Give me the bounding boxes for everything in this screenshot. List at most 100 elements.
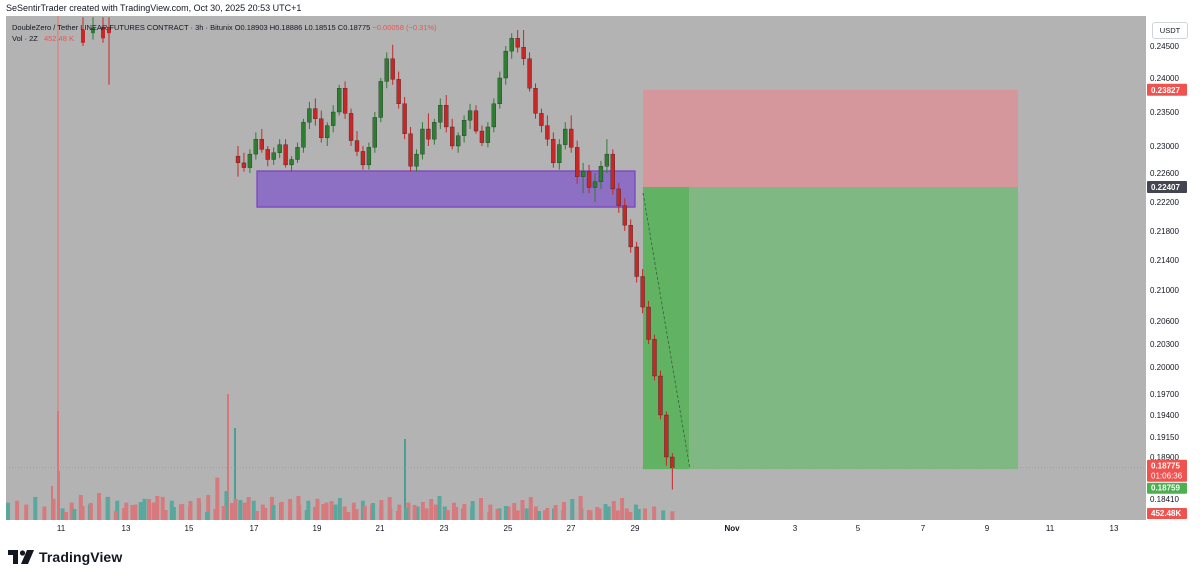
candle-body[interactable] [259,139,264,150]
candle-body[interactable] [539,113,544,126]
candle-body[interactable] [557,144,562,164]
candle-body[interactable] [295,147,300,160]
candle-body[interactable] [307,108,312,123]
price-scale[interactable]: 0.24500 0.24000 0.23500 0.23000 0.22600 0.222… [1146,16,1194,520]
candle-body[interactable] [426,128,431,140]
candle-body[interactable] [342,88,348,114]
candle-body[interactable] [545,125,550,140]
candle-body[interactable] [592,181,598,188]
candle-body[interactable] [569,128,574,148]
candle-body[interactable] [580,171,586,177]
candle-body[interactable] [366,147,372,166]
candle-body[interactable] [515,38,520,48]
candle-body[interactable] [634,246,639,277]
candle-body[interactable] [325,125,330,138]
volume-bar [271,505,276,520]
candle-body[interactable] [670,456,675,468]
candle-body[interactable] [604,153,610,167]
ohlc-low: L0.18515 [304,23,336,32]
candle-body[interactable] [283,144,288,166]
candlestick-chart[interactable] [6,16,1146,520]
candle-body[interactable] [450,126,455,147]
candle-body[interactable] [390,58,395,80]
chart-pane[interactable] [6,16,1146,520]
candle-body[interactable] [652,339,657,377]
candle-body[interactable] [408,133,413,167]
candle-body[interactable] [271,152,276,160]
candle-body[interactable] [551,139,556,164]
price-tick-label: 0.18410 [1150,495,1179,504]
candle-body[interactable] [640,276,645,308]
candle-body[interactable] [432,122,437,140]
candle-body[interactable] [485,126,491,143]
candle-body[interactable] [527,58,532,89]
candle-body[interactable] [396,79,401,104]
currency-button[interactable]: USDT [1152,22,1188,39]
target-price-badge: 0.18759 [1151,484,1180,493]
tradingview-logo[interactable]: TradingView [8,549,122,565]
volume-bar [333,504,338,520]
candle-body[interactable] [598,166,604,182]
candle-body[interactable] [360,151,366,166]
time-scale[interactable]: 11 13 15 17 19 21 23 25 27 29 Nov 3 5 7 9 11 13 [6,520,1194,536]
candle-body[interactable] [521,47,526,59]
candle-body[interactable] [420,128,425,155]
candle-body[interactable] [509,38,514,52]
volume-bar [51,498,56,520]
candle-body[interactable] [575,147,580,177]
candle-body[interactable] [610,153,615,190]
candle-body[interactable] [497,77,502,104]
candle-body[interactable] [646,306,651,340]
candle-body[interactable] [473,110,479,132]
candle-body[interactable] [319,118,324,138]
time-tick-label: 19 [313,524,322,533]
candle-body[interactable] [503,50,508,79]
volume-bar [80,506,85,520]
candle-body[interactable] [372,117,378,148]
candle-body[interactable] [461,120,467,136]
candle-body[interactable] [622,205,627,226]
candle-body[interactable] [384,58,389,82]
candle-body[interactable] [616,188,621,206]
stop-loss-zone[interactable] [643,89,1018,187]
candle-body[interactable] [289,159,294,166]
candle-body[interactable] [491,103,497,128]
candle-body[interactable] [563,128,568,145]
candle-body[interactable] [533,88,538,114]
symbol-title[interactable]: DoubleZero / Tether LINEAR FUTURES CONTR… [12,23,233,32]
time-axis[interactable]: 11 13 15 17 19 21 23 25 27 29 Nov 3 5 7 9 11 13 [6,520,1194,536]
price-axis[interactable]: 0.24500 0.24000 0.23500 0.23000 0.22600 0.222… [1146,16,1194,520]
candle-body[interactable] [265,149,270,160]
candle-body[interactable] [331,111,336,126]
volume-label[interactable]: Vol · 2Z [12,34,38,43]
candle-body[interactable] [664,414,669,458]
candle-body[interactable] [247,153,253,168]
candle-body[interactable] [467,110,473,121]
candle-body[interactable] [402,103,407,134]
support-zone-box[interactable] [256,170,636,208]
volume-bar [124,502,129,520]
candle-body[interactable] [586,171,592,188]
target-price-badge-bg [1147,482,1187,494]
candle-body[interactable] [378,81,383,118]
candle-body[interactable] [313,108,318,119]
candle-body[interactable] [235,155,241,164]
candle-body[interactable] [348,113,354,141]
candle-body[interactable] [455,135,461,147]
volume-bar [524,508,529,520]
candle-body[interactable] [241,162,247,168]
candle-body[interactable] [253,139,259,155]
candle-body[interactable] [658,375,663,416]
symbol-legend: DoubleZero / Tether LINEAR FUTURES CONTR… [12,22,437,44]
take-profit-zone[interactable] [643,186,1018,470]
price-tick-label: 0.20600 [1150,317,1179,326]
candle-body[interactable] [301,122,306,148]
candle-body[interactable] [414,153,419,167]
candle-body[interactable] [479,130,485,143]
candle-body[interactable] [438,105,443,123]
candle-body[interactable] [277,144,282,153]
candle-body[interactable] [336,88,342,113]
candle-body[interactable] [628,225,633,248]
candle-body[interactable] [354,140,360,152]
candle-body[interactable] [444,105,449,128]
